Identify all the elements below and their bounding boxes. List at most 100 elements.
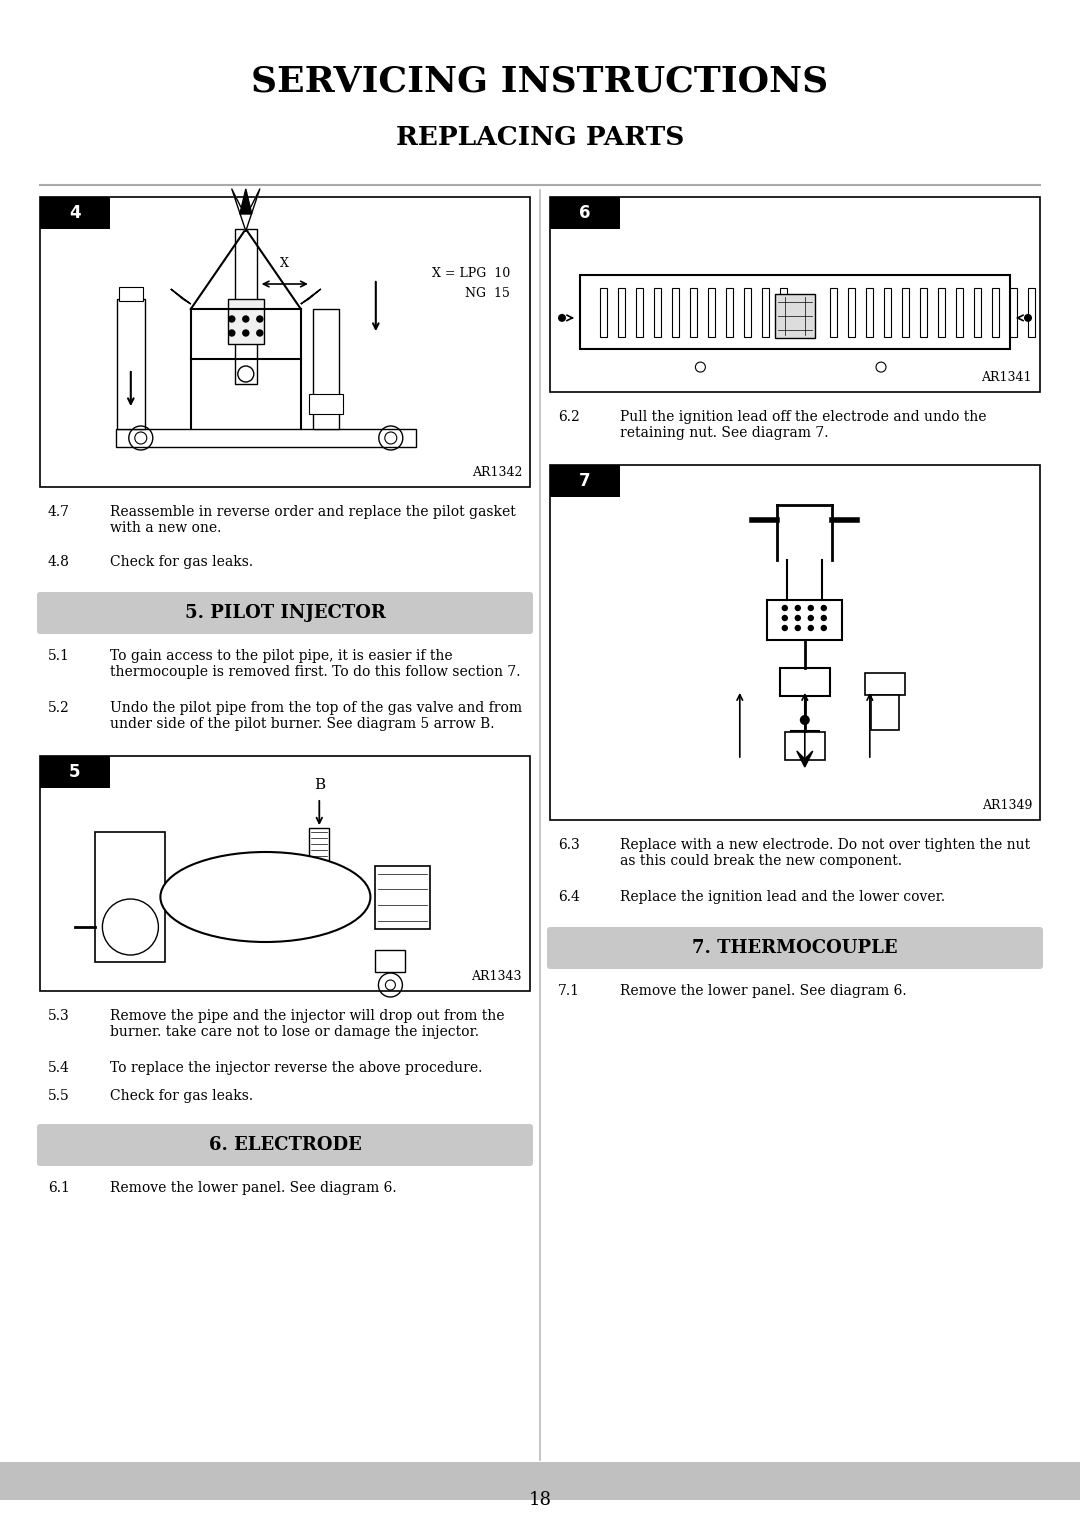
Bar [708,289,715,336]
Text: Pull the ignition lead off the electrode and undo the
retaining nut. See diagram: Pull the ignition lead off the electrode… [620,410,986,440]
Bar [313,309,339,429]
Circle shape [257,316,262,322]
Text: 5.3: 5.3 [48,1008,70,1024]
Text: Undo the pilot pipe from the top of the gas valve and from
under side of the pil: Undo the pilot pipe from the top of the … [110,701,522,732]
Text: 5.4: 5.4 [48,1060,70,1076]
Bar [618,289,625,336]
Bar [580,275,1010,348]
Text: SERVICING INSTRUCTIONS: SERVICING INSTRUCTIONS [252,66,828,99]
Circle shape [821,605,826,611]
Bar [690,289,697,336]
Text: NG  15: NG 15 [465,287,510,299]
Bar [117,299,145,429]
FancyBboxPatch shape [37,1125,534,1166]
Bar [775,293,815,338]
Text: 4.7: 4.7 [48,504,70,520]
Circle shape [795,605,800,611]
Text: To gain access to the pilot pipe, it is easier if the
thermocouple is removed fi: To gain access to the pilot pipe, it is … [110,649,521,680]
Bar [1010,289,1017,336]
Bar [600,289,607,336]
Text: 4.8: 4.8 [48,555,70,568]
Text: X = LPG  10: X = LPG 10 [432,267,510,280]
Text: 18: 18 [528,1491,552,1510]
Bar [920,289,927,336]
Circle shape [800,715,810,724]
Text: 5.2: 5.2 [48,701,70,715]
Circle shape [558,313,566,322]
Text: 6: 6 [579,205,591,222]
Bar [40,197,110,229]
Text: AR1341: AR1341 [982,371,1032,384]
Bar [550,197,1040,393]
Text: Remove the lower panel. See diagram 6.: Remove the lower panel. See diagram 6. [110,1181,396,1195]
Text: Replace the ignition lead and the lower cover.: Replace the ignition lead and the lower … [620,889,945,905]
Bar [40,756,530,992]
Bar [95,833,165,963]
Bar [376,865,431,929]
Polygon shape [301,289,321,304]
Circle shape [243,330,248,336]
Bar [762,289,769,336]
Circle shape [795,616,800,620]
Bar [831,289,837,336]
Circle shape [821,625,826,631]
Circle shape [821,616,826,620]
Bar [785,732,825,759]
Bar [974,289,981,336]
Text: AR1342: AR1342 [472,466,522,478]
Bar [885,289,891,336]
Bar [550,465,620,497]
Text: Remove the lower panel. See diagram 6.: Remove the lower panel. See diagram 6. [620,984,906,998]
Bar [956,289,963,336]
Bar [40,756,110,788]
Bar [550,197,620,229]
Circle shape [808,616,813,620]
Text: 7: 7 [579,472,591,490]
Text: 7.1: 7.1 [558,984,580,998]
Bar [309,394,342,414]
Polygon shape [232,189,260,231]
Text: 7. THERMOCOUPLE: 7. THERMOCOUPLE [692,940,897,957]
Circle shape [229,330,234,336]
Text: 6.4: 6.4 [558,889,580,905]
Bar [744,289,751,336]
Bar [780,668,829,695]
Bar [1028,289,1035,336]
Text: 6.2: 6.2 [558,410,580,423]
Bar [550,465,1040,821]
Text: 5. PILOT INJECTOR: 5. PILOT INJECTOR [185,604,386,622]
Circle shape [1024,313,1032,322]
Bar [119,287,143,301]
Text: 5.5: 5.5 [48,1089,70,1103]
Text: X: X [281,257,289,270]
Bar [654,289,661,336]
Text: 6.1: 6.1 [48,1181,70,1195]
Bar [939,289,945,336]
Text: Replace with a new electrode. Do not over tighten the nut
as this could break th: Replace with a new electrode. Do not ove… [620,837,1030,868]
Bar [40,197,530,487]
Polygon shape [797,750,813,767]
Circle shape [795,625,800,631]
Bar [870,695,899,730]
Polygon shape [171,289,191,304]
Bar [791,730,819,750]
Bar [0,1462,1080,1500]
Text: Check for gas leaks.: Check for gas leaks. [110,555,253,568]
Text: Remove the pipe and the injector will drop out from the
burner. take care not to: Remove the pipe and the injector will dr… [110,1008,504,1039]
Bar [866,289,873,336]
Text: AR1349: AR1349 [982,799,1032,811]
Bar [116,429,416,448]
FancyBboxPatch shape [546,927,1043,969]
Bar [902,289,909,336]
Text: To replace the injector reverse the above procedure.: To replace the injector reverse the abov… [110,1060,483,1076]
Bar [767,601,842,640]
Text: Check for gas leaks.: Check for gas leaks. [110,1089,253,1103]
Bar [376,950,405,972]
Text: B: B [313,778,325,792]
Circle shape [782,616,787,620]
Text: 4: 4 [69,205,81,222]
Text: AR1343: AR1343 [472,970,522,983]
Polygon shape [240,189,252,214]
Circle shape [808,625,813,631]
Circle shape [782,605,787,611]
